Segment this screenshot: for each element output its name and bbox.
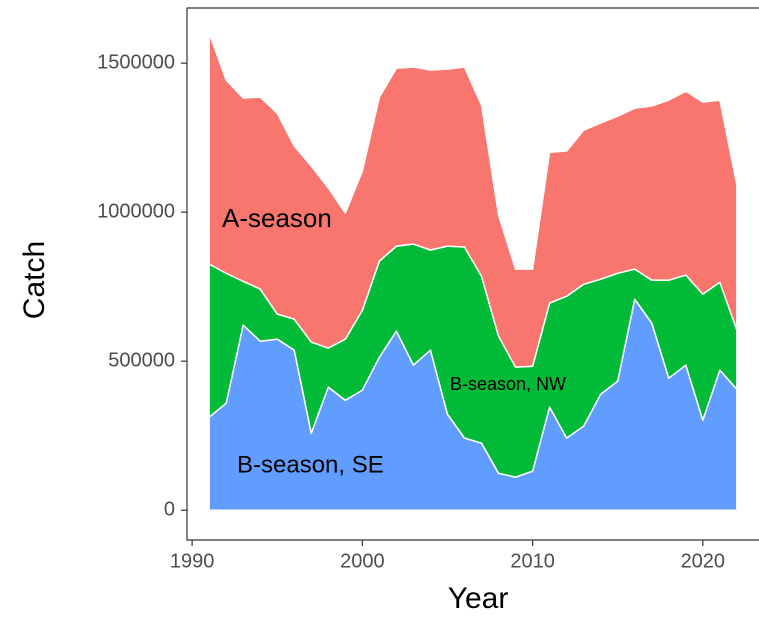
- x-tick-label: 2000: [340, 550, 385, 572]
- x-tick-label: 2010: [510, 550, 555, 572]
- y-tick-label: 0: [164, 498, 175, 520]
- x-tick-label: 2020: [681, 550, 726, 572]
- y-axis-title: Catch: [18, 241, 51, 319]
- y-tick-label: 500000: [108, 349, 175, 371]
- series-label: B-season, SE: [237, 451, 384, 478]
- series-label: B-season, NW: [450, 374, 566, 394]
- area: [208, 32, 738, 368]
- panel-border: [186, 7, 759, 541]
- y-tick-label: 1500000: [97, 51, 175, 73]
- x-axis-title: Year: [448, 582, 509, 615]
- series-label: A-season: [222, 203, 332, 233]
- y-tick-label: 1000000: [97, 200, 175, 222]
- x-tick-label: 1990: [170, 550, 215, 572]
